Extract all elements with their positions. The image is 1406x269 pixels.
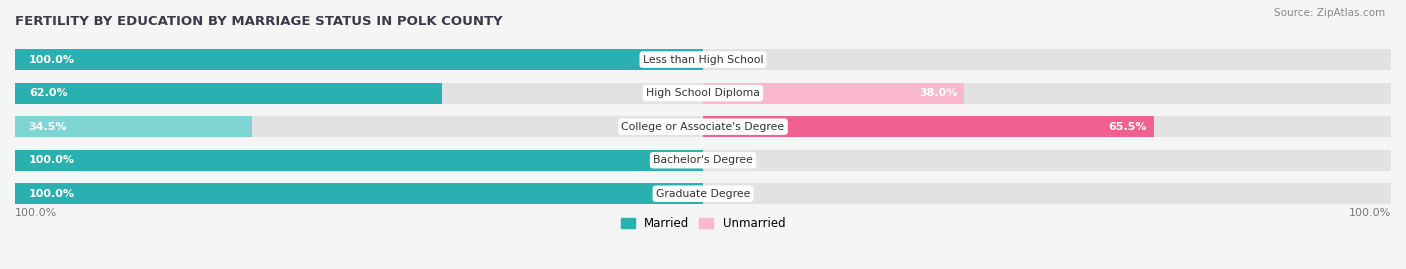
Bar — [15, 183, 703, 204]
Bar — [15, 183, 1391, 204]
Text: 100.0%: 100.0% — [28, 55, 75, 65]
Bar — [15, 83, 441, 104]
Bar — [15, 116, 252, 137]
Text: 0.0%: 0.0% — [710, 55, 738, 65]
Text: 38.0%: 38.0% — [920, 88, 957, 98]
Bar — [15, 116, 1391, 137]
Bar — [15, 150, 1391, 171]
Legend: Married, Unmarried: Married, Unmarried — [616, 213, 790, 235]
Bar — [703, 83, 965, 104]
Text: FERTILITY BY EDUCATION BY MARRIAGE STATUS IN POLK COUNTY: FERTILITY BY EDUCATION BY MARRIAGE STATU… — [15, 15, 502, 28]
Text: 100.0%: 100.0% — [28, 155, 75, 165]
Text: 65.5%: 65.5% — [1108, 122, 1147, 132]
Text: Bachelor's Degree: Bachelor's Degree — [652, 155, 754, 165]
Bar — [15, 83, 1391, 104]
Text: 100.0%: 100.0% — [15, 208, 58, 218]
Text: Graduate Degree: Graduate Degree — [655, 189, 751, 199]
Text: 100.0%: 100.0% — [28, 189, 75, 199]
Text: College or Associate's Degree: College or Associate's Degree — [621, 122, 785, 132]
Text: Source: ZipAtlas.com: Source: ZipAtlas.com — [1274, 8, 1385, 18]
Bar — [703, 116, 1154, 137]
Text: 0.0%: 0.0% — [710, 155, 738, 165]
Bar — [15, 150, 703, 171]
Text: 62.0%: 62.0% — [28, 88, 67, 98]
Text: 100.0%: 100.0% — [1348, 208, 1391, 218]
Text: High School Diploma: High School Diploma — [647, 88, 759, 98]
Bar — [15, 49, 703, 70]
Bar — [15, 49, 1391, 70]
Text: Less than High School: Less than High School — [643, 55, 763, 65]
Text: 0.0%: 0.0% — [710, 189, 738, 199]
Text: 34.5%: 34.5% — [28, 122, 67, 132]
